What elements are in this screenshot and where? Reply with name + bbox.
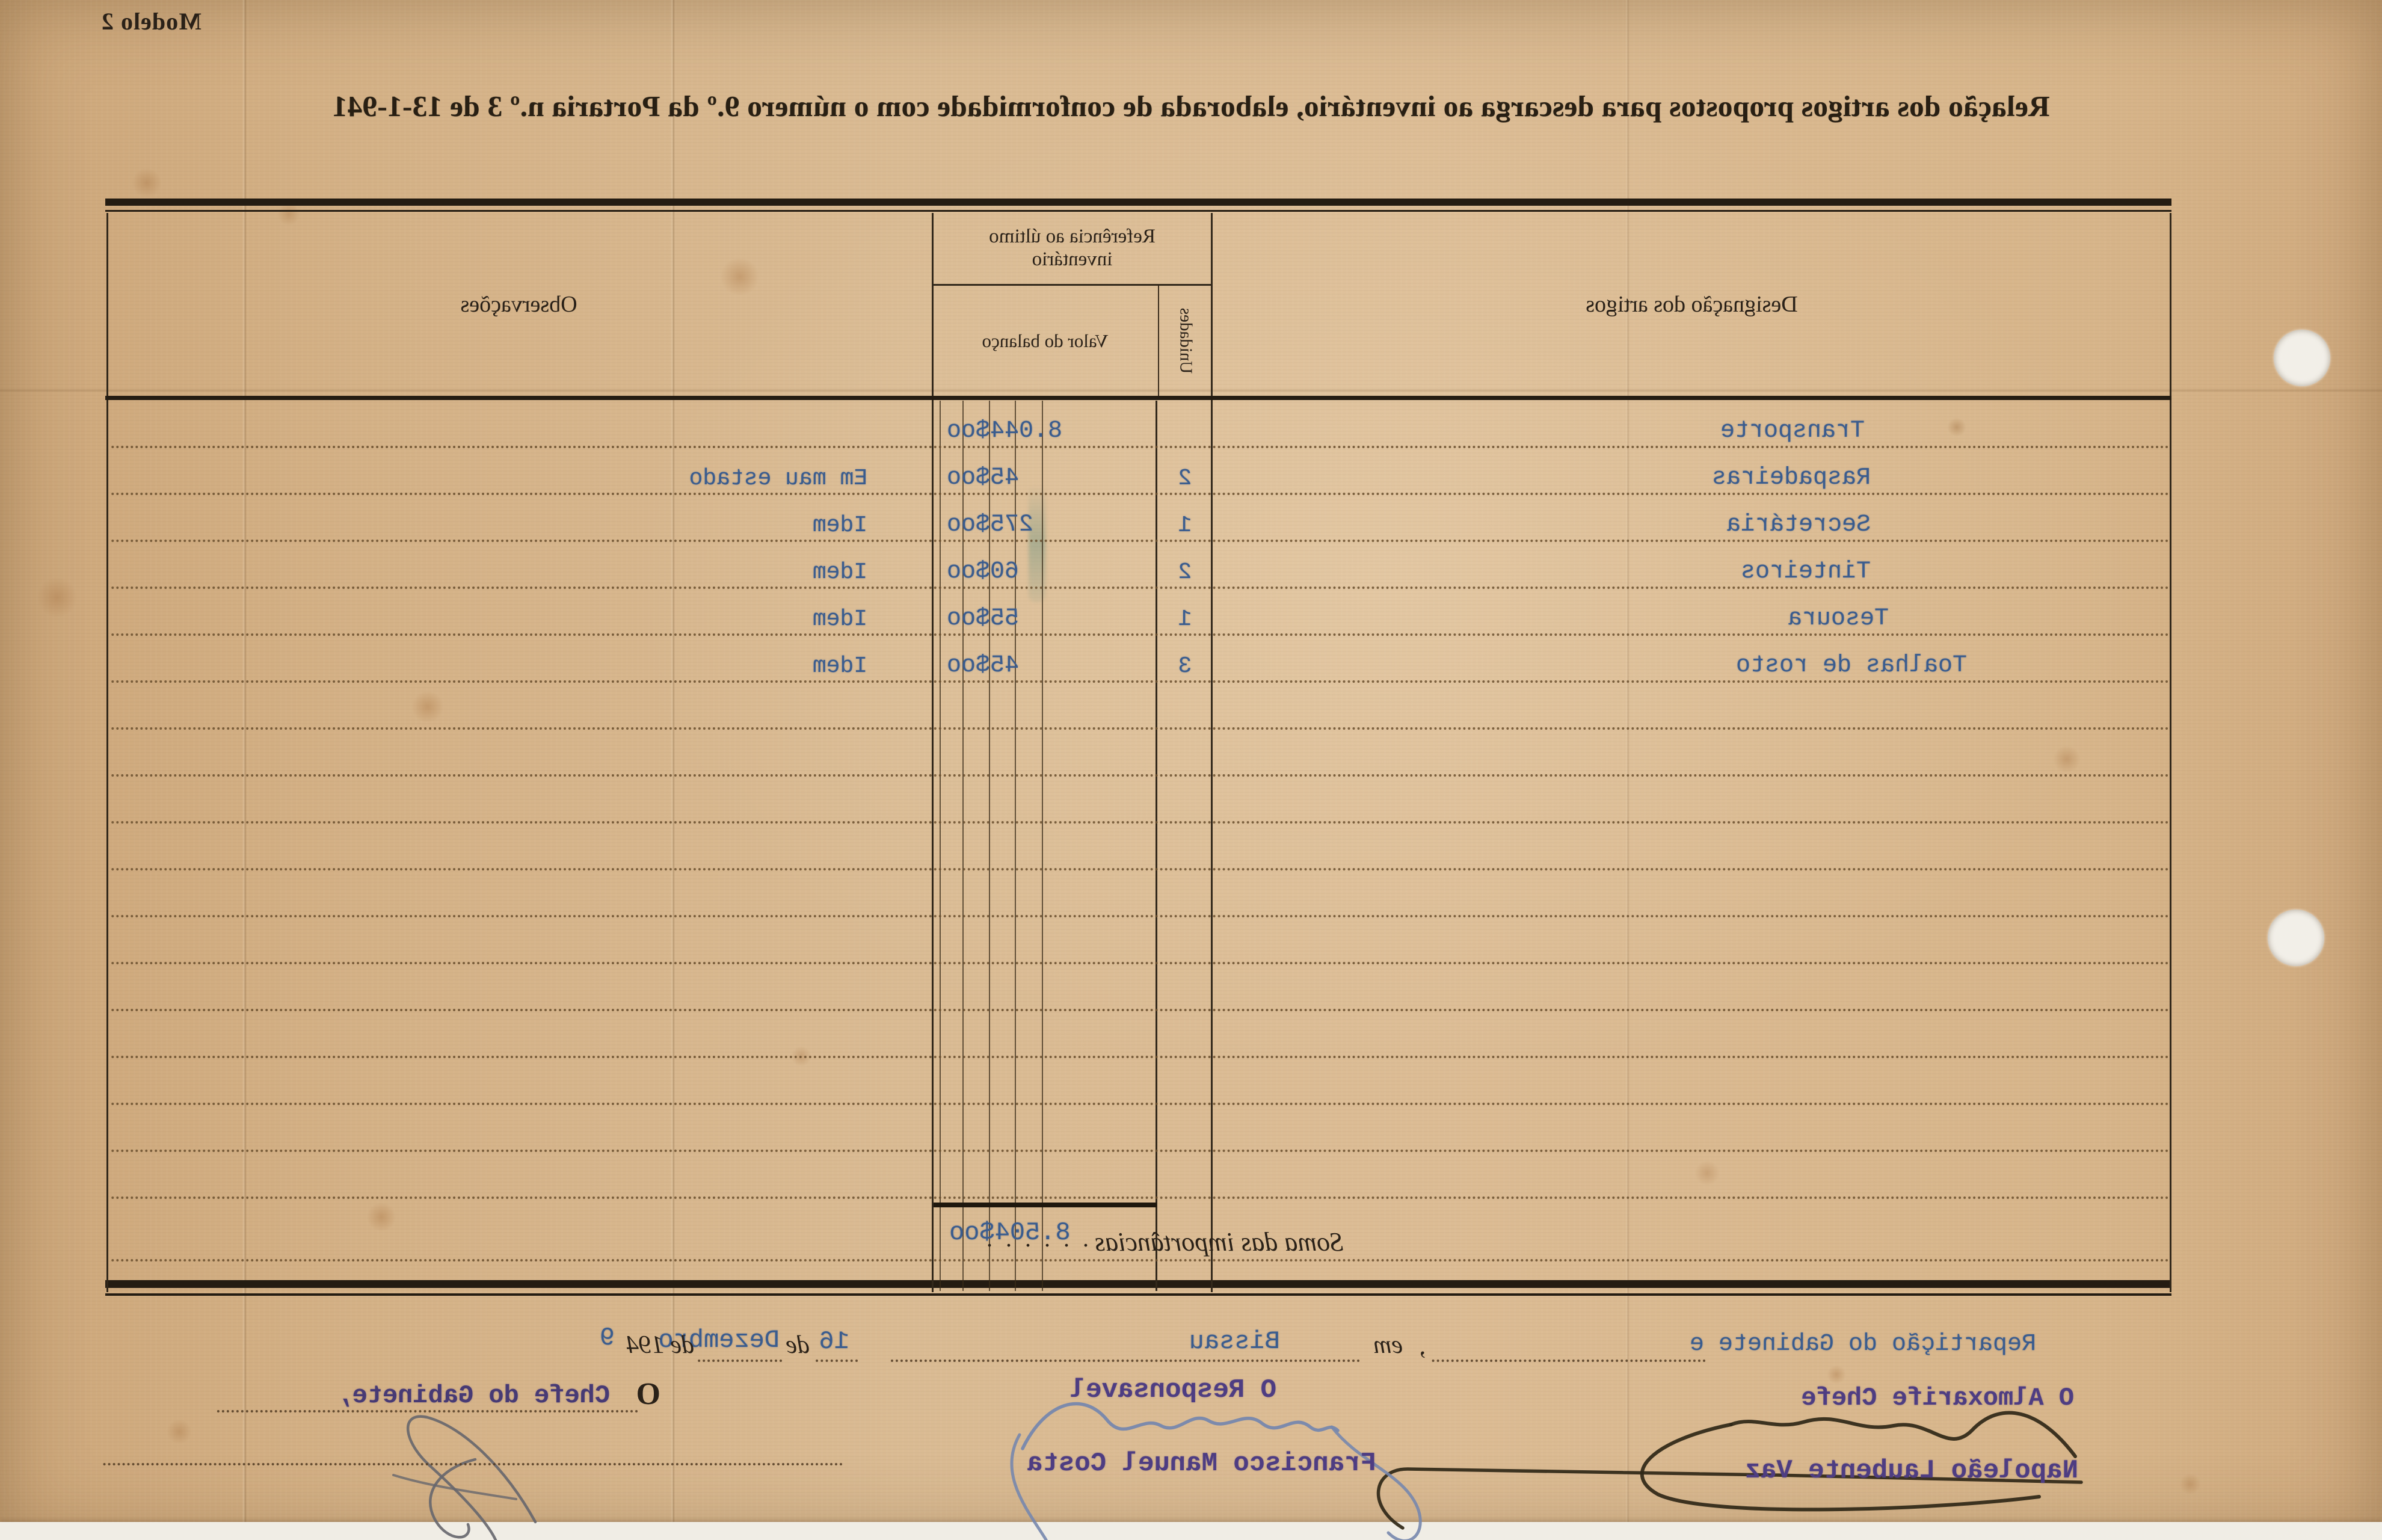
year-digit-typed: 9 [599,1323,615,1352]
row-unidades: 3 [1178,653,1192,679]
header-referencia-group: Referência ao último inventário Unidades… [932,213,1212,396]
signature-chefe [392,1415,537,1540]
soma-valor: 8.504$oo [949,1218,1071,1247]
table-top-rule-thin [105,210,2171,212]
punch-hole [2274,330,2330,386]
row-unidades: 1 [1178,513,1192,538]
row-observacao: Idem [812,653,867,679]
office-typed: Repartição do Gabinete e [1689,1331,2036,1358]
printed-em: em [1373,1331,1403,1359]
row-designacao: Secretária [1726,511,1871,538]
row-observacao: Em mau estado [689,466,867,491]
empty-row [105,869,2171,916]
header-unidades: Unidades [1158,286,1212,396]
row-valor: 8.044$oo [947,417,1063,445]
printed-comma: , [1419,1332,1426,1360]
dotted-blank [1432,1331,1705,1362]
signature-almoxarife [1376,1411,2083,1530]
inventory-table: Designação dos artigos Referência ao últ… [105,199,2171,1299]
signature-responsavel [1010,1402,1422,1540]
table-row: Secretária 1 275$oo Idem [105,494,2171,541]
day-typed: 16 [819,1327,849,1356]
table-row: Toalhas de rosto 3 45$oo Idem [105,635,2171,682]
dotted-blank [890,1331,1359,1362]
row-designacao: Tesoura [1787,605,1889,632]
sum-rule [934,1203,1157,1207]
row-designacao: Tinteiros [1740,558,1871,585]
table-bottom-rule-thin [105,1293,2171,1296]
chefe-o-label: O [636,1377,660,1411]
row-observacao: Idem [812,559,867,585]
row-designacao: Raspadeiras [1711,464,1871,491]
almoxarife-name: Napoleão Laubente Vaz [1744,1456,2079,1486]
stain [131,168,162,197]
row-valor: 60$oo [947,558,1020,585]
row-unidades: 2 [1178,466,1192,491]
row-observacao: Idem [812,513,867,538]
row-valor: 55$oo [947,605,1020,632]
empty-row [105,822,2171,869]
header-observacoes: Observações [460,292,577,317]
row-valor: 45$oo [947,464,1020,491]
empty-row [105,963,2171,1010]
stain [166,1420,192,1444]
table-row: Transporte 8.044$oo [105,400,2171,447]
responsavel-name: Francisco Manuel Costa [1027,1449,1376,1479]
row-observacao: Idem [812,606,867,632]
empty-row [105,916,2171,963]
header-valor-balanco: Valor do balanço [982,330,1109,351]
row-valor: 275$oo [947,511,1034,538]
header-subrow: Unidades Valor do balanço [932,286,1212,396]
table-bottom-rule [105,1280,2171,1288]
table-header: Designação dos artigos Referência ao últ… [105,213,2171,400]
row-designacao: Toalhas de rosto [1735,652,1967,679]
empty-row [105,1010,2171,1057]
table-row: Raspadeiras 2 45$oo Em mau estado [105,447,2171,494]
soma-label: Soma das importâncias [1095,1227,1344,1257]
stain [36,578,78,617]
punch-hole [2268,910,2324,966]
table-row: Tinteiros 2 60$oo Idem [105,541,2171,588]
row-unidades [1158,400,1212,447]
form-title: Relação dos artigos propostos para desca… [332,90,2050,123]
header-referencia-label: Referência ao último inventário [989,226,1156,270]
place-typed: Bissau [1189,1327,1280,1356]
empty-row [105,775,2171,822]
printed-de-194: de 194 [626,1331,694,1359]
dotted-signature-line [102,1451,842,1465]
row-unidades: 1 [1178,606,1192,632]
stain [2179,1474,2202,1494]
row-valor: 45$oo [947,652,1020,679]
empty-row [105,1057,2171,1104]
printed-de: de [786,1331,810,1359]
soma-row: Soma das importâncias . . . . . . 8.504$… [105,1198,2171,1276]
row-unidades: 2 [1178,559,1192,585]
empty-row [105,1104,2171,1151]
header-designacao: Designação dos artigos [1586,292,1798,317]
row-observacao [105,400,932,447]
empty-row [105,728,2171,775]
table-body: Transporte 8.044$oo Raspadeiras 2 45$oo … [105,400,2171,1198]
table-row: Tesoura 1 55$oo Idem [105,588,2171,635]
form-model-label: Modelo 2 [101,8,202,35]
table-top-rule [105,199,2171,206]
empty-row [105,1151,2171,1198]
empty-row [105,682,2171,728]
row-designacao: Transporte [1720,417,1865,445]
